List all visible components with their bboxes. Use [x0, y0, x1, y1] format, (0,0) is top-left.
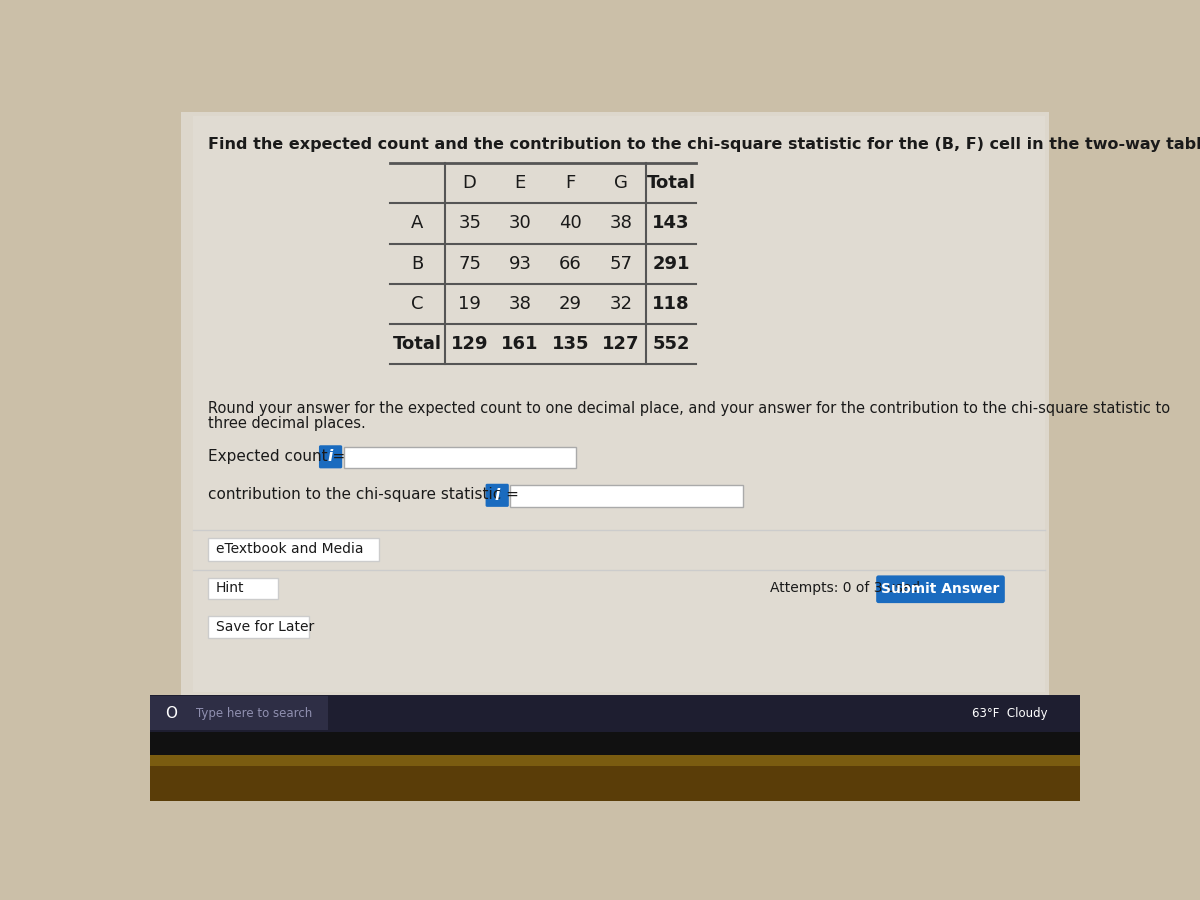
- Text: D: D: [463, 175, 476, 193]
- Text: G: G: [614, 175, 628, 193]
- Bar: [343, 446, 576, 468]
- Text: 143: 143: [653, 214, 690, 232]
- Text: 35: 35: [458, 214, 481, 232]
- Text: 75: 75: [458, 255, 481, 273]
- Text: Submit Answer: Submit Answer: [881, 582, 1000, 596]
- Text: 40: 40: [559, 214, 582, 232]
- Text: Hint: Hint: [216, 581, 245, 596]
- Text: Save for Later: Save for Later: [216, 620, 314, 634]
- Text: contribution to the chi-square statistic =: contribution to the chi-square statistic…: [208, 487, 524, 502]
- Bar: [208, 578, 278, 599]
- Text: i: i: [494, 488, 500, 503]
- Text: 29: 29: [559, 294, 582, 312]
- FancyBboxPatch shape: [319, 446, 342, 468]
- Bar: [208, 537, 379, 561]
- Text: C: C: [412, 294, 424, 312]
- Text: 127: 127: [602, 335, 640, 353]
- Text: 66: 66: [559, 255, 582, 273]
- Text: 38: 38: [509, 294, 532, 312]
- Text: 552: 552: [653, 335, 690, 353]
- FancyBboxPatch shape: [876, 575, 1004, 603]
- Text: E: E: [515, 175, 526, 193]
- Bar: [150, 755, 1080, 801]
- Text: 57: 57: [610, 255, 632, 273]
- Text: Total: Total: [647, 175, 696, 193]
- Bar: [193, 116, 1045, 692]
- Bar: [150, 767, 1080, 801]
- Text: Expected count =: Expected count =: [208, 448, 350, 464]
- Text: A: A: [412, 214, 424, 232]
- Text: 135: 135: [552, 335, 589, 353]
- Text: O: O: [166, 706, 178, 721]
- Bar: [510, 485, 743, 507]
- Text: B: B: [412, 255, 424, 273]
- Text: 38: 38: [610, 214, 632, 232]
- Bar: [181, 112, 1049, 698]
- Text: 30: 30: [509, 214, 532, 232]
- FancyBboxPatch shape: [486, 484, 509, 507]
- Text: 93: 93: [509, 255, 532, 273]
- Bar: [208, 616, 308, 638]
- Text: i: i: [328, 449, 334, 464]
- Text: 291: 291: [653, 255, 690, 273]
- Text: 32: 32: [610, 294, 632, 312]
- Text: Round your answer for the expected count to one decimal place, and your answer f: Round your answer for the expected count…: [208, 400, 1170, 416]
- Text: three decimal places.: three decimal places.: [208, 416, 366, 431]
- Text: 161: 161: [502, 335, 539, 353]
- Text: 63°F  Cloudy: 63°F Cloudy: [972, 706, 1048, 720]
- Text: F: F: [565, 175, 576, 193]
- Bar: [150, 695, 1080, 732]
- Bar: [150, 732, 1080, 778]
- Text: 19: 19: [458, 294, 481, 312]
- Text: Attempts: 0 of 3 used: Attempts: 0 of 3 used: [770, 581, 920, 596]
- Text: 118: 118: [653, 294, 690, 312]
- Text: Type here to search: Type here to search: [197, 706, 313, 720]
- Text: eTextbook and Media: eTextbook and Media: [216, 542, 364, 556]
- Text: Find the expected count and the contribution to the chi-square statistic for the: Find the expected count and the contribu…: [208, 138, 1200, 152]
- Text: Total: Total: [392, 335, 442, 353]
- Bar: [150, 697, 329, 730]
- Text: 129: 129: [451, 335, 488, 353]
